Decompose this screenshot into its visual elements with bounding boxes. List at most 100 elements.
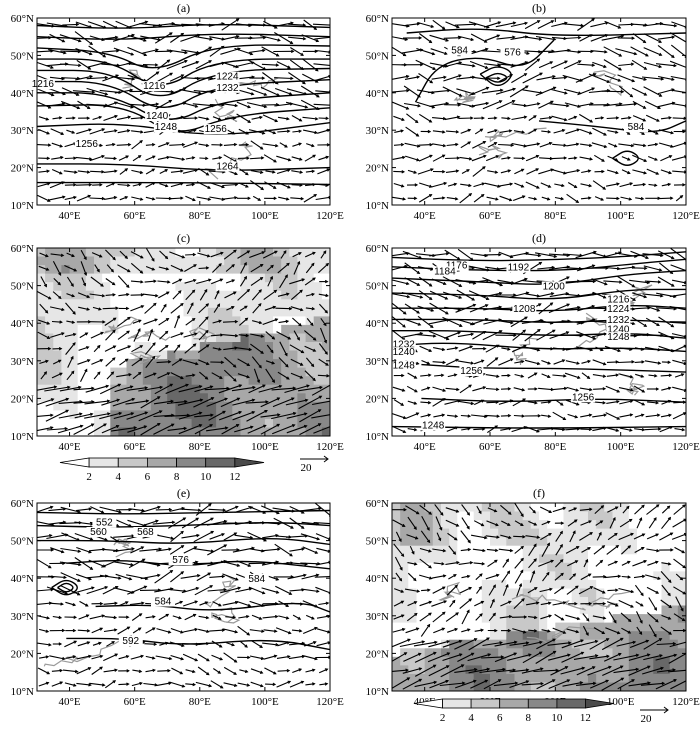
shade-cell bbox=[604, 503, 613, 512]
wind-vector bbox=[471, 415, 487, 417]
panel-f: 40°E60°E80°E100°E120°E10°N20°N30°N40°N50… bbox=[366, 486, 700, 708]
shade-cell bbox=[515, 674, 524, 683]
y-tick-label: 50°N bbox=[11, 536, 34, 548]
shade-cell bbox=[175, 419, 184, 428]
wind-vector bbox=[578, 88, 595, 95]
shade-cell bbox=[184, 291, 193, 300]
x-tick-label: 100°E bbox=[251, 441, 279, 453]
wind-vector bbox=[618, 24, 633, 25]
wind-vector bbox=[182, 62, 199, 68]
shade-cell bbox=[417, 529, 426, 538]
shade-cell bbox=[588, 674, 597, 683]
shade-cell bbox=[678, 554, 687, 563]
wind-vector bbox=[629, 308, 650, 309]
wind-vector bbox=[224, 653, 237, 662]
wind-vector bbox=[194, 549, 214, 552]
wind-vector bbox=[443, 87, 462, 96]
shade-cell bbox=[588, 563, 597, 572]
shade-cell bbox=[314, 299, 323, 308]
shade-cell bbox=[61, 274, 70, 283]
shade-cell bbox=[297, 299, 306, 308]
wind-vector bbox=[523, 90, 543, 93]
shade-cell bbox=[184, 351, 193, 360]
wind-vector bbox=[76, 683, 90, 685]
shade-cell bbox=[118, 393, 127, 402]
y-tick-label: 50°N bbox=[11, 281, 34, 293]
shade-cell bbox=[45, 351, 54, 360]
shade-cell bbox=[637, 606, 646, 615]
wind-vector bbox=[181, 575, 200, 578]
shade-cell bbox=[506, 563, 515, 572]
wind-vector bbox=[577, 19, 594, 31]
wind-vector bbox=[429, 320, 449, 324]
wind-vector bbox=[419, 195, 431, 203]
shade-cell bbox=[408, 503, 417, 512]
shade-cell bbox=[425, 631, 434, 640]
wind-vector bbox=[303, 656, 317, 660]
wind-vector bbox=[263, 115, 277, 122]
wind-vector bbox=[114, 562, 133, 565]
shade-cell bbox=[265, 428, 274, 437]
wind-vector bbox=[647, 169, 659, 174]
wind-vector bbox=[419, 183, 431, 187]
wind-vector bbox=[500, 196, 512, 200]
shade-cell bbox=[498, 554, 507, 563]
shade-cell bbox=[61, 368, 70, 377]
wind-vector bbox=[197, 573, 210, 581]
wind-vector bbox=[38, 668, 49, 674]
shade-cell bbox=[94, 368, 103, 377]
contour-label: 1240 bbox=[146, 111, 169, 122]
wind-vector bbox=[406, 413, 419, 418]
shade-cell bbox=[506, 571, 515, 580]
shade-cell bbox=[53, 342, 62, 351]
shade-cell bbox=[580, 503, 589, 512]
wind-vector bbox=[89, 683, 104, 685]
y-tick-label: 20°N bbox=[366, 163, 389, 175]
shade-cell bbox=[118, 299, 127, 308]
shade-cell bbox=[45, 342, 54, 351]
wind-vector bbox=[290, 682, 303, 688]
wind-vector bbox=[618, 64, 633, 66]
shade-cell bbox=[474, 537, 483, 546]
shade-cell bbox=[175, 402, 184, 411]
contour-label: 1248 bbox=[155, 122, 178, 133]
contour-line bbox=[37, 45, 330, 68]
wind-vector bbox=[76, 157, 92, 159]
wind-vector bbox=[644, 63, 661, 68]
wind-vector bbox=[562, 24, 583, 26]
shade-cell bbox=[265, 248, 274, 257]
wind-vector bbox=[303, 547, 318, 553]
wind-vector bbox=[305, 155, 315, 161]
wind-vector bbox=[251, 641, 262, 648]
shade-cell bbox=[523, 606, 532, 615]
shade-cell bbox=[257, 393, 266, 402]
shade-cell bbox=[216, 308, 225, 317]
x-tick-label: 80°E bbox=[189, 210, 211, 222]
shade-cell bbox=[417, 648, 426, 657]
y-tick-label: 60°N bbox=[11, 13, 34, 25]
shade-cell bbox=[94, 351, 103, 360]
wind-vector bbox=[264, 668, 275, 674]
contour-line bbox=[539, 121, 686, 132]
shade-cell bbox=[613, 648, 622, 657]
wind-vector bbox=[275, 308, 291, 309]
wind-vector bbox=[582, 373, 590, 379]
shade-cell bbox=[314, 282, 323, 291]
wind-vector bbox=[276, 156, 290, 160]
wind-vector bbox=[645, 429, 661, 430]
shade-cell bbox=[490, 589, 499, 598]
wind-vector bbox=[233, 62, 253, 67]
shade-cell bbox=[678, 657, 687, 666]
shade-cell bbox=[224, 325, 233, 334]
shade-cell bbox=[547, 546, 556, 555]
wind-vector bbox=[251, 669, 263, 673]
shade-cell bbox=[441, 554, 450, 563]
wind-vector bbox=[238, 626, 250, 635]
shade-cell bbox=[653, 597, 662, 606]
y-tick-label: 50°N bbox=[366, 281, 389, 293]
shade-cell bbox=[314, 316, 323, 325]
wind-vector bbox=[603, 281, 621, 282]
wind-vector bbox=[183, 103, 198, 107]
shade-cell bbox=[78, 351, 87, 360]
shade-cell bbox=[37, 342, 46, 351]
